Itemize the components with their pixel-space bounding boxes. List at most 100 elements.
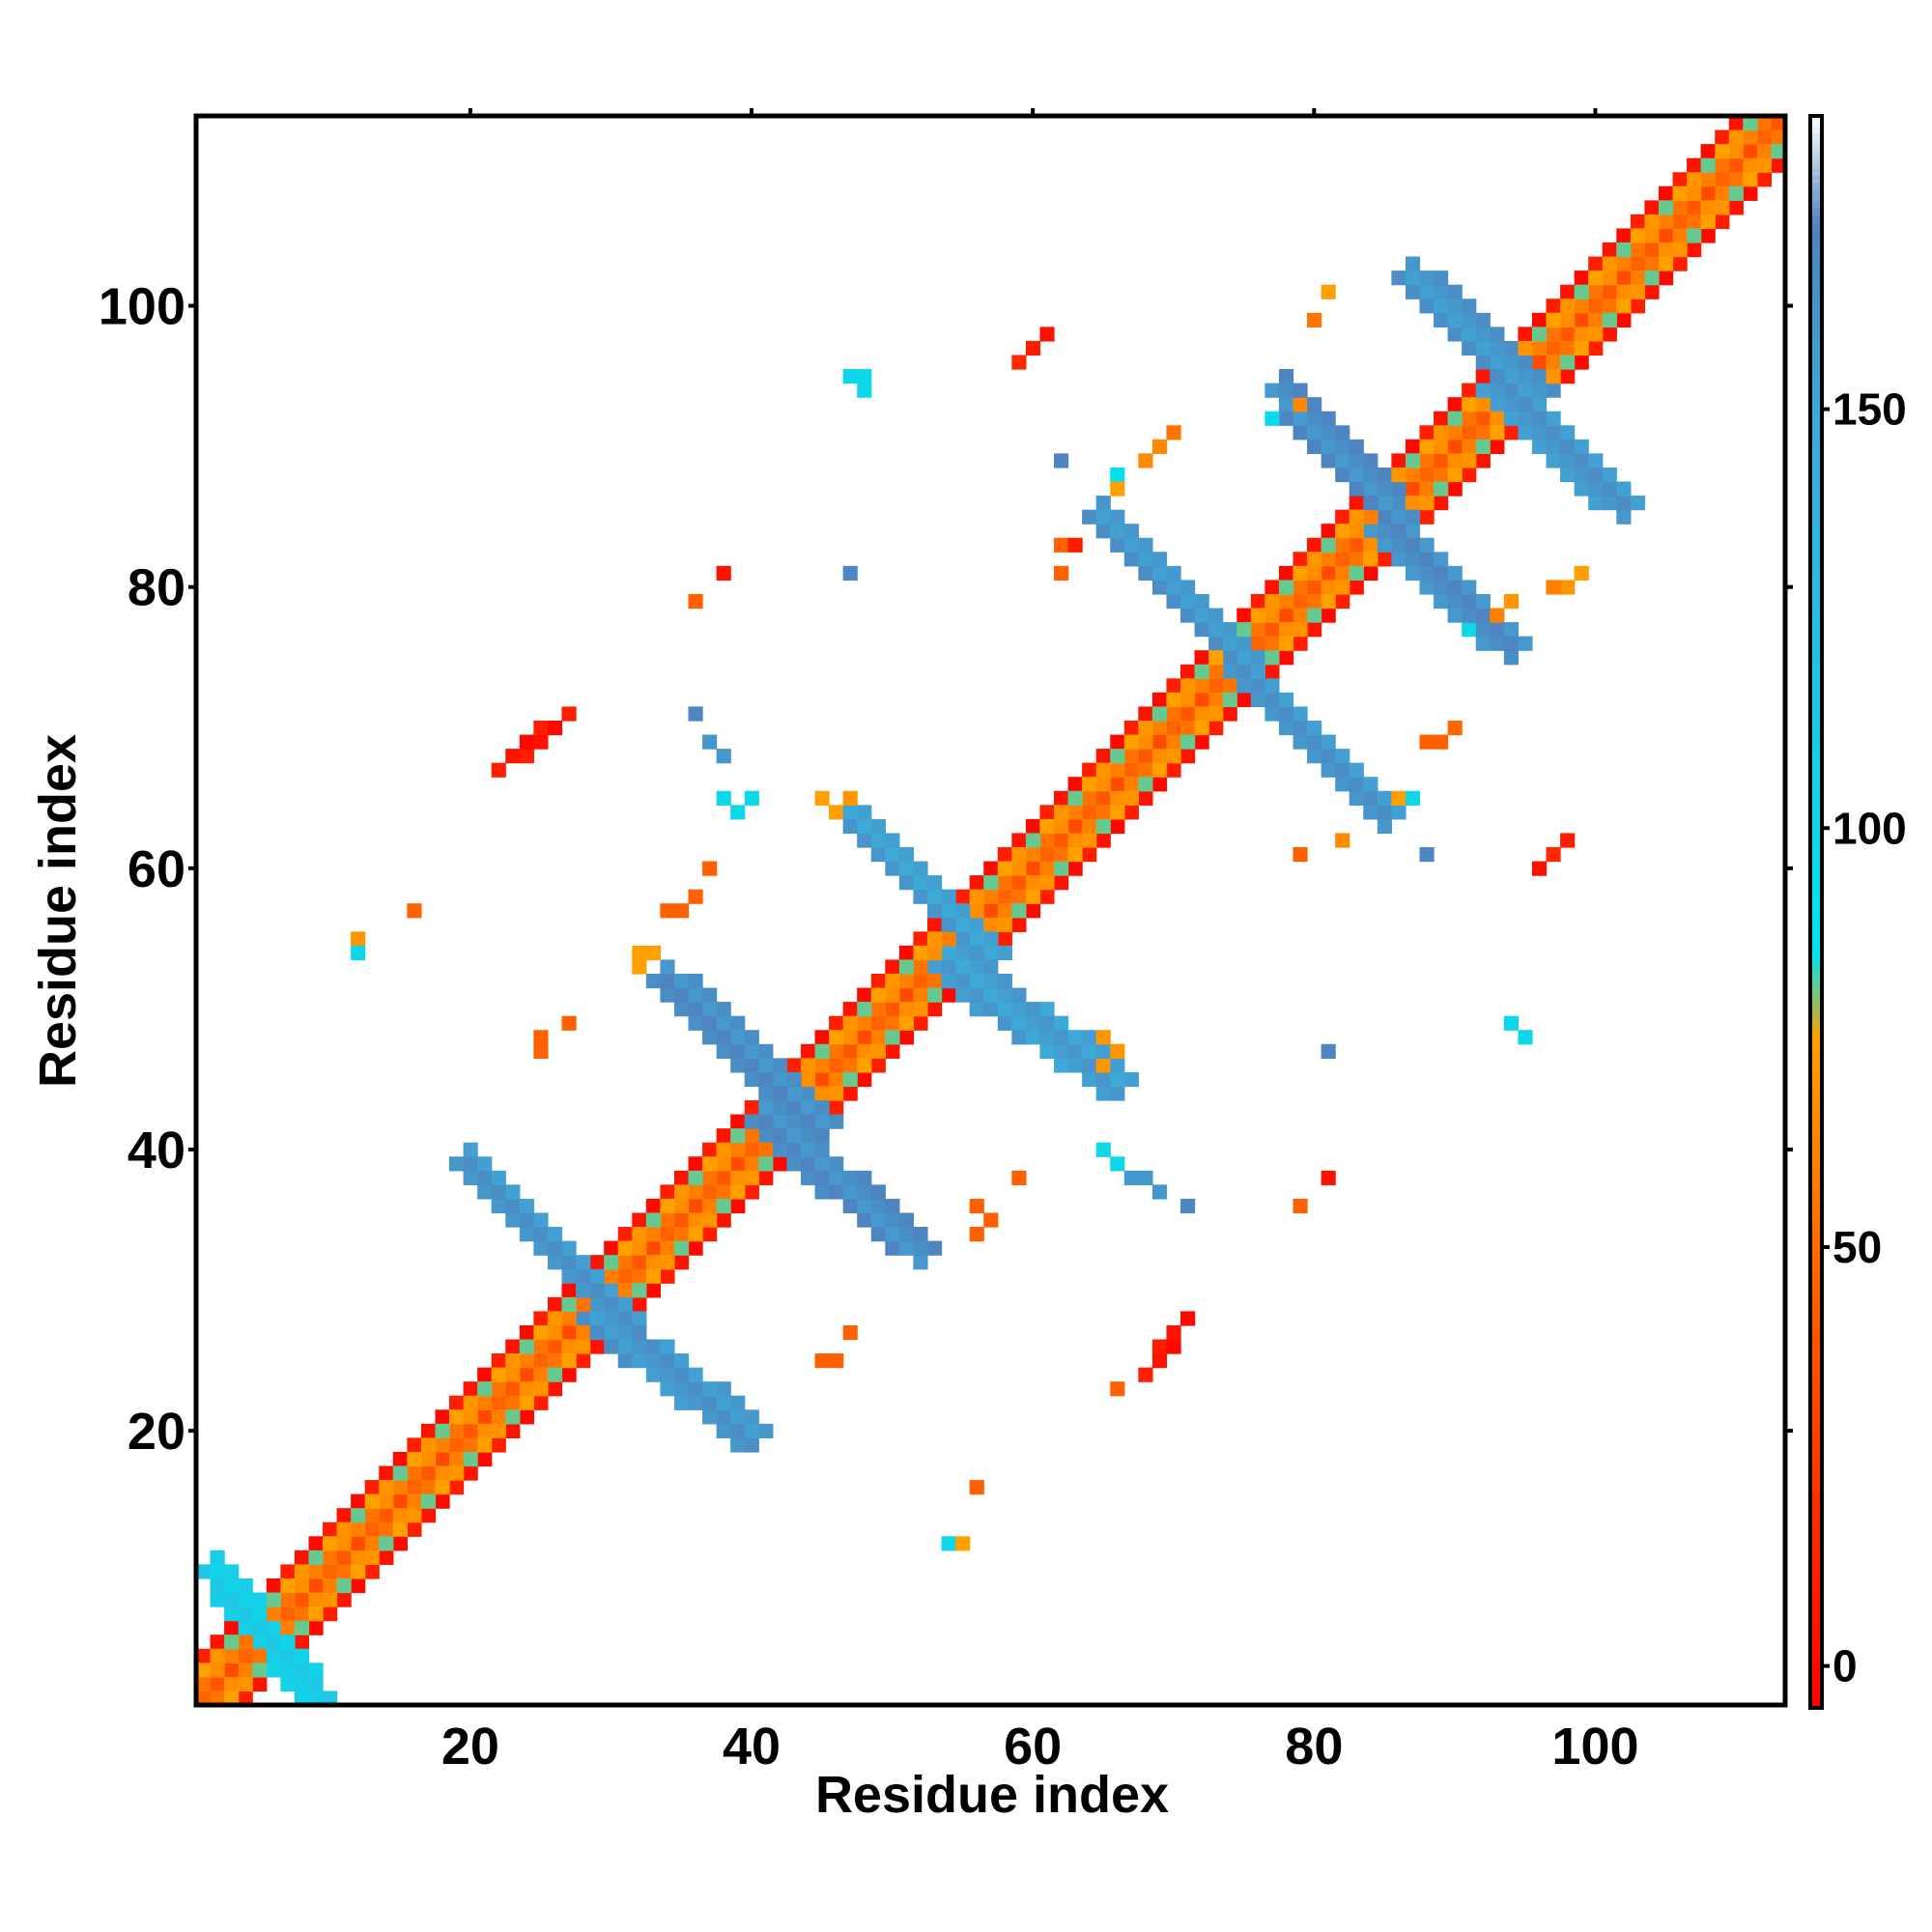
colorbar-segment (1810, 810, 1822, 821)
heatmap-cell (1025, 846, 1041, 863)
heatmap-cell (576, 1255, 591, 1270)
heatmap-cell (842, 790, 858, 806)
heatmap-cell (1462, 453, 1477, 469)
heatmap-cell (1405, 496, 1421, 511)
heatmap-cell (1743, 157, 1758, 173)
heatmap-cell (1054, 790, 1069, 806)
heatmap-cell (224, 1606, 240, 1622)
heatmap-cell (1067, 846, 1083, 863)
heatmap-cell (505, 1395, 521, 1410)
colorbar-segment (1810, 384, 1822, 394)
x-tick-label: 60 (1004, 1718, 1062, 1776)
heatmap-cell (238, 1592, 253, 1607)
heatmap-cell (1490, 355, 1505, 370)
colorbar-segment (1810, 1095, 1822, 1106)
heatmap-cell (1025, 818, 1041, 835)
heatmap-cell (1447, 481, 1463, 497)
heatmap-cell (1462, 340, 1477, 356)
heatmap-cell (913, 1255, 928, 1270)
heatmap-cell (1151, 439, 1168, 454)
heatmap-cell (716, 1423, 731, 1439)
heatmap-cell (1658, 213, 1674, 230)
heatmap-cell (1475, 369, 1491, 384)
heatmap-cell (1307, 720, 1322, 736)
heatmap-cell (632, 945, 647, 961)
heatmap-cell (1490, 327, 1505, 342)
colorbar-segment (1810, 459, 1822, 469)
colorbar-segment (1810, 1146, 1822, 1156)
heatmap-cell (857, 818, 872, 835)
heatmap-cell (1039, 861, 1055, 876)
heatmap-cell (983, 931, 999, 947)
heatmap-cell (1095, 805, 1111, 820)
heatmap-cell (449, 1423, 465, 1439)
heatmap-cell (969, 931, 984, 947)
colorbar-segment (1810, 945, 1822, 955)
heatmap-cell (533, 1212, 549, 1228)
heatmap-cell (280, 1676, 296, 1692)
heatmap-cell (463, 1451, 478, 1467)
heatmap-cell (1166, 593, 1181, 610)
heatmap-cell (660, 1367, 675, 1382)
heatmap-cell (1180, 1311, 1196, 1326)
heatmap-cell (1138, 1170, 1153, 1185)
heatmap-cell (463, 1142, 478, 1157)
heatmap-cell (1307, 552, 1322, 567)
heatmap-cell (1138, 777, 1153, 792)
colorbar-segment (1810, 1606, 1822, 1617)
colorbar-segment (1810, 1171, 1822, 1181)
heatmap-cell (1054, 565, 1069, 581)
colorbar-segment (1810, 1079, 1822, 1089)
heatmap-cell (1264, 383, 1280, 398)
heatmap-cell (266, 1648, 281, 1663)
heatmap-cell (1574, 312, 1589, 327)
colorbar-segment (1810, 794, 1822, 805)
heatmap-cell (1123, 720, 1139, 736)
heatmap-cell (842, 565, 858, 581)
heatmap-cell (1405, 565, 1421, 581)
x-tick-label: 100 (1551, 1718, 1638, 1776)
heatmap-cell (1574, 340, 1589, 356)
heatmap-cell (1095, 818, 1111, 835)
heatmap-cell (1490, 411, 1505, 426)
heatmap-cell (1503, 383, 1520, 398)
heatmap-cell (1687, 228, 1702, 243)
heatmap-cell (1672, 228, 1688, 243)
heatmap-cell (1462, 397, 1477, 412)
heatmap-cell (1082, 818, 1097, 835)
colorbar-tick-label: 150 (1833, 384, 1907, 435)
heatmap-cell (1715, 185, 1730, 201)
heatmap-cell (913, 959, 928, 975)
heatmap-cell (730, 1015, 746, 1031)
heatmap-cell (1293, 720, 1308, 736)
heatmap-cell (885, 1212, 900, 1228)
heatmap-cell (1166, 425, 1181, 440)
heatmap-cell (1531, 411, 1548, 426)
heatmap-cell (224, 1662, 240, 1678)
colorbar-segment (1810, 242, 1822, 251)
heatmap-cell (1462, 411, 1477, 426)
colorbar-segment (1810, 1531, 1822, 1542)
heatmap-cell (1518, 636, 1533, 651)
heatmap-cell (1321, 425, 1336, 440)
heatmap-cell (1574, 327, 1589, 342)
heatmap-cell (576, 1268, 591, 1284)
heatmap-cell (1011, 846, 1027, 863)
heatmap-cell (533, 1353, 549, 1369)
heatmap-cell (379, 1480, 394, 1495)
colorbar-segment (1810, 1020, 1822, 1031)
y-axis-title: Residue index (29, 734, 87, 1088)
heatmap-cell (1293, 636, 1308, 651)
heatmap-cell (1616, 312, 1632, 327)
heatmap-cell (1054, 1058, 1069, 1073)
heatmap-cell (1123, 524, 1139, 539)
colorbar-segment (1810, 1154, 1822, 1165)
heatmap-cell (673, 1395, 690, 1410)
heatmap-cell (1166, 1324, 1181, 1341)
heatmap-cell (997, 987, 1012, 1003)
heatmap-cell (688, 1212, 703, 1228)
heatmap-cell (829, 1086, 844, 1101)
colorbar-segment (1810, 987, 1822, 997)
heatmap-cell (294, 1690, 310, 1706)
heatmap-cell (997, 1002, 1012, 1017)
